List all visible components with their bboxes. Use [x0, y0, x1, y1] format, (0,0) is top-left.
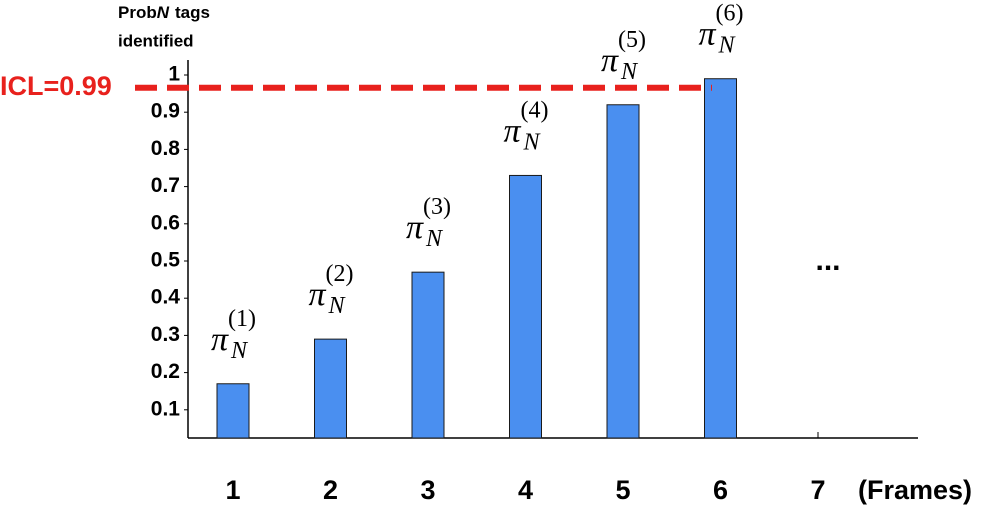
y-axis-label-line2: identified	[118, 31, 194, 50]
bar-annotation: π(6) N	[699, 0, 744, 58]
y-tick-label: 0.3	[151, 323, 180, 346]
x-tick-label: 6	[713, 475, 728, 505]
ann-sup: (5)	[618, 26, 646, 52]
y-label-var: N	[157, 3, 170, 22]
y-label-suffix: tags	[175, 3, 210, 22]
ann-sub: N	[230, 337, 249, 363]
bar	[704, 78, 737, 439]
x-axis-label: (Frames)	[858, 475, 972, 505]
y-tick-label: 0.2	[151, 360, 180, 383]
ann-sup: (2)	[326, 261, 354, 287]
x-tick-label: 2	[323, 475, 338, 505]
ann-symbol: π	[309, 276, 327, 313]
continuation: ...	[815, 244, 840, 277]
ann-sub: N	[620, 58, 639, 84]
reference-label: ICL=0.99	[0, 71, 112, 101]
ann-sub: N	[425, 226, 444, 252]
ann-sub: N	[328, 293, 347, 319]
ann-sup: (4)	[521, 97, 549, 123]
bar	[216, 383, 250, 439]
bar-annotation: π(3) N	[406, 194, 451, 252]
y-tick-label: 1	[168, 63, 180, 86]
ann-sub: N	[523, 129, 542, 155]
bar-annotation: π(5) N	[601, 26, 646, 84]
ann-sup: (3)	[423, 194, 451, 220]
y-tick-label: 0.9	[151, 100, 180, 123]
ann-symbol: π	[504, 112, 522, 149]
bar	[411, 271, 445, 439]
y-tick-label: 0.8	[151, 137, 181, 160]
y-label-prefix: Prob	[118, 3, 157, 22]
y-tick-label: 0.4	[151, 286, 181, 309]
y-tick-label: 0.6	[151, 211, 180, 234]
x-tick-label: 1	[225, 475, 240, 505]
bar	[314, 338, 347, 439]
bar-annotation: π(2) N	[309, 261, 354, 319]
bar	[606, 104, 640, 439]
x-tick-label: 3	[420, 475, 435, 505]
y-axis-label: ProbN tags	[118, 3, 210, 22]
ann-sup: (1)	[228, 305, 256, 331]
x-tick-label: 5	[615, 475, 630, 505]
ann-symbol: π	[211, 321, 229, 358]
bar-annotation: π(4) N	[504, 97, 549, 155]
ann-sub: N	[718, 32, 737, 58]
y-tick-label: 0.1	[151, 397, 181, 420]
ann-symbol: π	[699, 16, 717, 53]
ann-symbol: π	[406, 209, 424, 246]
bar	[509, 174, 542, 439]
ann-sup: (6)	[716, 0, 744, 26]
ann-symbol: π	[601, 42, 619, 79]
y-tick-label: 0.5	[151, 249, 181, 272]
y-tick-label: 0.7	[151, 174, 180, 197]
x-tick-label: 7	[810, 475, 825, 505]
x-tick-label: 4	[518, 475, 533, 505]
bar-annotation: π(1) N	[211, 305, 256, 363]
